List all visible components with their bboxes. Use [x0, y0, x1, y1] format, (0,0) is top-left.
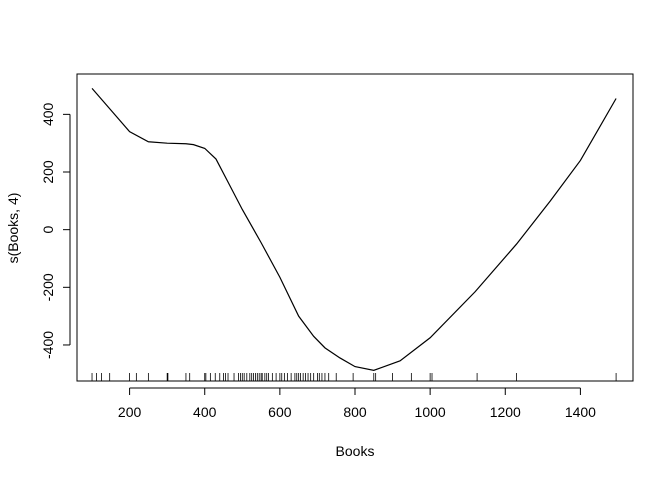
y-axis: -400 -200 0 200 400 — [40, 102, 71, 359]
y-tick-label: 0 — [40, 226, 56, 234]
x-axis: 200 400 600 800 1000 1200 1400 — [118, 387, 596, 420]
y-tick-label: 400 — [40, 102, 56, 126]
y-tick-label: 200 — [40, 160, 56, 184]
x-tick-label: 1400 — [565, 404, 596, 420]
x-tick-label: 600 — [268, 404, 292, 420]
x-tick-label: 200 — [118, 404, 142, 420]
x-tick-label: 1200 — [490, 404, 521, 420]
rug-marks — [91, 373, 617, 381]
x-tick-label: 400 — [193, 404, 217, 420]
y-tick-label: -400 — [40, 331, 56, 359]
x-tick-label: 1000 — [415, 404, 446, 420]
smooth-curve — [91, 88, 617, 371]
y-axis-label: s(Books, 4) — [5, 193, 21, 264]
plot-frame — [76, 73, 634, 382]
x-tick-label: 800 — [343, 404, 367, 420]
y-tick-label: -200 — [40, 273, 56, 301]
x-axis-label: Books — [336, 443, 375, 459]
